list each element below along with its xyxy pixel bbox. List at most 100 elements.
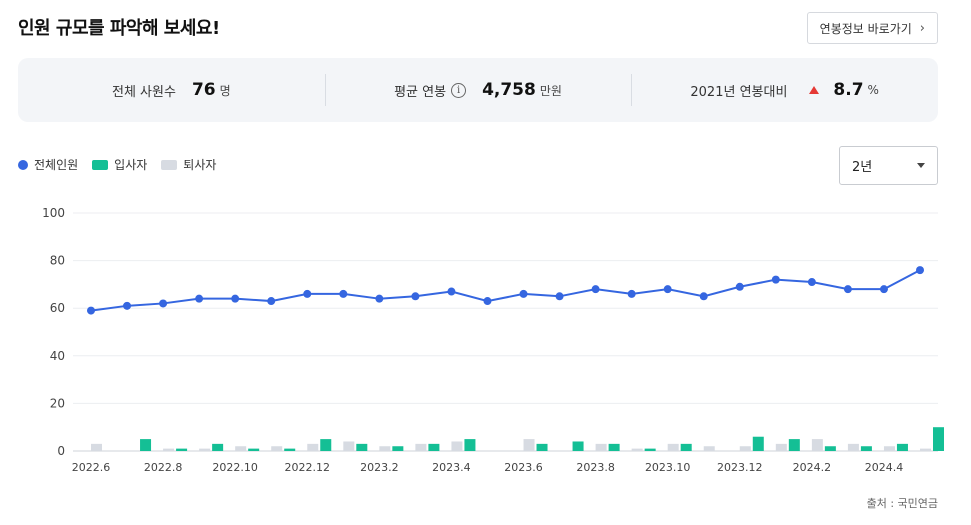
legend-item-joined: 입사자 <box>92 156 147 173</box>
legend-swatch-joined <box>92 159 109 170</box>
employees-unit: 명 <box>219 83 231 98</box>
bar-joined <box>860 446 872 451</box>
salary-unit: 만원 <box>539 83 562 98</box>
point-total <box>555 292 564 301</box>
point-total <box>591 285 600 294</box>
point-total <box>123 301 132 310</box>
legend-label-total: 전체인원 <box>34 158 79 172</box>
x-tick-label: 2022.10 <box>212 461 258 474</box>
point-total <box>519 289 528 298</box>
salary-info-link-label: 연봉정보 바로가기 <box>819 21 912 36</box>
bar-joined <box>752 436 764 451</box>
bar-joined <box>788 439 800 451</box>
source-note: 출처 : 국민연금 <box>866 497 938 510</box>
bar-joined <box>464 439 476 451</box>
bar-joined <box>248 448 260 451</box>
bar-left <box>523 439 535 451</box>
bar-left <box>703 446 715 451</box>
page-title: 인원 규모를 파악해 보세요! <box>18 18 220 39</box>
y-tick-label: 100 <box>42 206 65 220</box>
x-tick-label: 2022.6 <box>72 461 111 474</box>
x-tick-label: 2023.6 <box>504 461 543 474</box>
legend-swatch-total <box>18 159 28 170</box>
bar-joined <box>572 441 584 451</box>
caret-down-icon <box>917 163 925 168</box>
bar-left <box>199 448 211 451</box>
salary-info-link-button[interactable]: 연봉정보 바로가기 › <box>806 12 938 44</box>
header: 인원 규모를 파악해 보세요! 연봉정보 바로가기 › <box>18 10 938 44</box>
change-unit: % <box>867 83 879 97</box>
point-total <box>771 275 780 284</box>
point-total <box>843 285 852 294</box>
salary-label: 평균 연봉 <box>394 84 447 100</box>
stat-change: 2021년 연봉대비 8.7 % <box>631 58 938 122</box>
y-tick-label: 0 <box>57 444 65 458</box>
legend-label-joined: 입사자 <box>114 158 148 172</box>
bar-left <box>91 443 102 451</box>
summary-panel: 전체 사원수 76 명 평균 연봉 i 4,758 만원 2021년 연봉대비 … <box>18 58 938 122</box>
y-tick-label: 80 <box>50 254 65 268</box>
bar-joined <box>284 448 296 451</box>
bar-left <box>883 446 895 451</box>
bar-left <box>739 446 751 451</box>
bar-left <box>775 443 787 451</box>
stat-salary: 평균 연봉 i 4,758 만원 <box>324 58 632 122</box>
info-icon[interactable]: i <box>451 82 467 98</box>
point-total <box>916 266 924 275</box>
bar-joined <box>896 443 908 451</box>
point-total <box>879 285 888 294</box>
line-total <box>90 269 921 312</box>
point-total <box>447 287 456 296</box>
bar-joined <box>212 443 224 451</box>
point-total <box>699 292 708 301</box>
employees-value: 76 <box>191 80 216 100</box>
salary-value: 4,758 <box>482 80 536 100</box>
bar-left <box>343 441 355 451</box>
change-value: 8.7 <box>833 80 864 100</box>
x-tick-label: 2023.4 <box>432 461 471 474</box>
bar-left <box>667 443 679 451</box>
period-select-value: 2년 <box>852 160 873 175</box>
y-tick-label: 20 <box>50 396 65 410</box>
bar-joined <box>320 439 332 451</box>
x-tick-label: 2023.10 <box>645 461 691 474</box>
point-total <box>627 289 636 298</box>
point-total <box>195 294 204 303</box>
chart-legend: 전체인원 입사자 퇴사자 <box>18 156 216 173</box>
bar-joined <box>824 446 836 451</box>
point-total <box>267 297 276 306</box>
bar-left <box>307 443 319 451</box>
x-tick-label: 2023.12 <box>717 461 763 474</box>
x-tick-label: 2022.8 <box>144 461 183 474</box>
bar-joined <box>608 443 620 451</box>
point-total <box>375 294 384 303</box>
chevron-right-icon: › <box>919 20 925 36</box>
bar-left <box>415 443 427 451</box>
x-tick-label: 2024.4 <box>865 461 904 474</box>
bar-joined <box>356 443 368 451</box>
x-tick-label: 2024.2 <box>793 461 832 474</box>
point-total <box>303 289 312 298</box>
legend-item-total: 전체인원 <box>18 156 78 173</box>
headcount-chart: 0 20 40 60 80 100 2022.6 2022.8 2022.10 2022.12 20… <box>42 206 944 474</box>
bar-left <box>631 448 643 451</box>
bar-left <box>235 446 247 451</box>
point-total <box>231 294 240 303</box>
triangle-up-icon <box>809 86 820 94</box>
bar-left <box>271 446 283 451</box>
bar-joined <box>933 427 944 451</box>
bar-joined <box>680 443 692 451</box>
bar-left <box>379 446 391 451</box>
x-tick-label: 2023.2 <box>360 461 399 474</box>
period-select[interactable]: 2년 <box>839 146 938 185</box>
bar-left <box>451 441 463 451</box>
point-total <box>159 299 168 308</box>
bar-left <box>920 448 931 451</box>
point-total <box>339 289 348 298</box>
bar-joined <box>428 443 440 451</box>
legend-swatch-left <box>161 159 178 170</box>
y-tick-label: 40 <box>50 349 65 363</box>
y-tick-label: 60 <box>50 301 65 315</box>
bar-left <box>163 448 175 451</box>
x-tick-label: 2022.12 <box>285 461 331 474</box>
